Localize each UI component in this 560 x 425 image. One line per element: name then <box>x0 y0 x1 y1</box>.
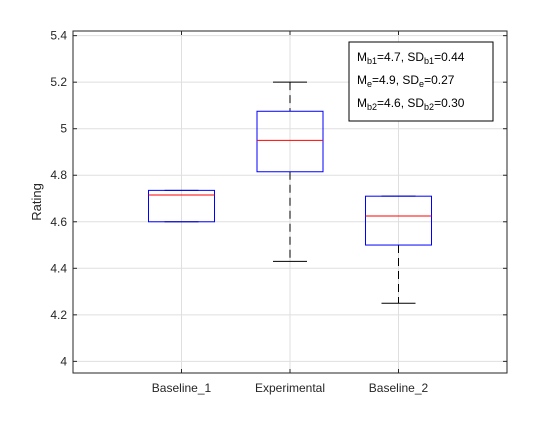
annotation-text: M <box>357 73 367 87</box>
y-axis-label: Rating <box>29 183 44 221</box>
annotation-text: =4.9, SD <box>372 73 419 87</box>
annotation-line: Me=4.9, SDe=0.27 <box>357 73 455 89</box>
annotation-subscript: b2 <box>424 102 434 112</box>
annotation-text: =0.44 <box>434 50 465 64</box>
y-tick-label: 5.2 <box>50 75 67 89</box>
annotation-text: =4.6, SD <box>377 96 424 110</box>
annotation-line: Mb2=4.6, SDb2=0.30 <box>357 96 465 112</box>
box-iqr <box>256 110 324 173</box>
box-Baseline_1 <box>148 189 215 223</box>
annotation-subscript: e <box>419 79 424 89</box>
annotation-text: =0.30 <box>434 96 465 110</box>
annotation-text: M <box>357 96 367 110</box>
tick-layer: 4 4.2 4.4 4.6 4.8 5 5.2 5.4 Baseline_1 Experiment… <box>50 29 507 395</box>
box-iqr <box>365 195 432 246</box>
y-tick-label: 4.2 <box>50 308 67 322</box>
annotation-frame <box>348 41 494 122</box>
x-tick-label: Experimental <box>255 381 325 395</box>
annotation-subscript: b2 <box>367 102 377 112</box>
x-tick-label: Baseline_1 <box>152 381 212 395</box>
box-layer <box>148 81 432 304</box>
y-tick-label: 4.6 <box>50 215 67 229</box>
y-tick-label: 4.4 <box>50 261 67 275</box>
box-Experimental <box>256 81 324 262</box>
annotation-subscript: b1 <box>424 56 434 66</box>
x-tick-label: Baseline_2 <box>369 381 429 395</box>
annotation-text: =0.27 <box>424 73 455 87</box>
annotation-subscript: b1 <box>367 56 377 66</box>
y-tick-label: 4.8 <box>50 168 67 182</box>
box-Baseline_2 <box>365 195 432 304</box>
annotation-text: M <box>357 50 367 64</box>
y-tick-label: 4 <box>60 354 67 368</box>
annotation-subscript: e <box>367 79 372 89</box>
y-tick-label: 5.4 <box>50 29 67 43</box>
annotation-text: =4.7, SD <box>377 50 424 64</box>
box-iqr <box>148 189 215 223</box>
annotation-line: Mb1=4.7, SDb1=0.44 <box>357 50 465 66</box>
y-tick-label: 5 <box>60 122 67 136</box>
